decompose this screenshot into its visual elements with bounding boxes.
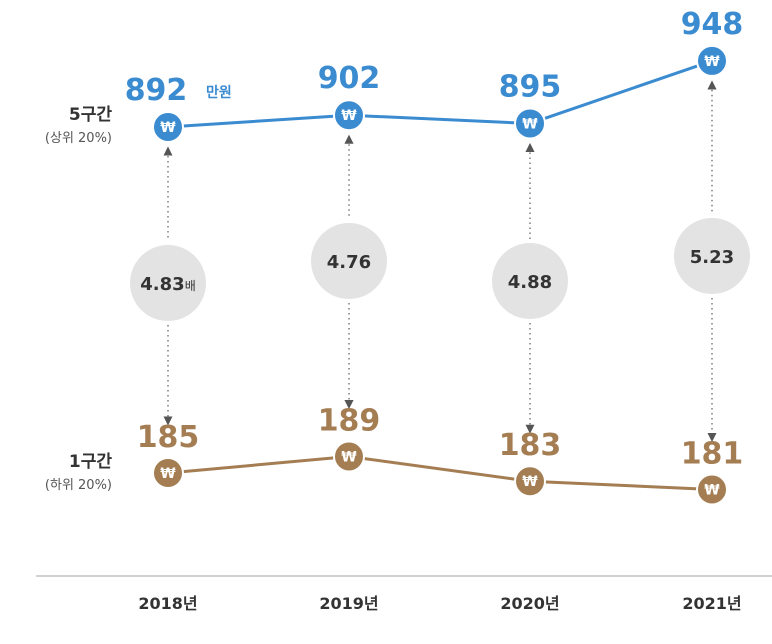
coin-marker (696, 44, 728, 77)
ratio-circle (130, 245, 206, 321)
won-icon: ₩ (160, 466, 176, 482)
won-icon: ₩ (704, 482, 720, 498)
won-icon: ₩ (341, 450, 357, 466)
ratio-circle (311, 223, 387, 299)
coin-marker (152, 457, 184, 489)
value-label-top: 892 (125, 73, 188, 108)
ratio-circle (492, 243, 568, 319)
value-label-top: 948 (681, 7, 744, 42)
data-point-bottom: ₩ (333, 440, 365, 473)
value-label-top: 895 (499, 69, 562, 104)
data-point-bottom: ₩ (696, 473, 728, 506)
ratio-circle (674, 218, 750, 294)
coin-marker (696, 473, 728, 506)
ratio-label: 4.88 (508, 272, 552, 293)
value-label-bottom: 183 (499, 428, 562, 463)
ratio-label: 4.83배 (140, 274, 195, 295)
data-point-top: ₩ (333, 99, 365, 132)
series-label-bottom: 1구간 (하위 20%) (0, 447, 112, 493)
won-icon: ₩ (160, 120, 176, 136)
coin-marker (514, 465, 546, 498)
x-tick-label: 2019년 (319, 594, 378, 613)
x-tick-label: 2020년 (500, 594, 559, 613)
won-icon: ₩ (522, 116, 538, 132)
coin-marker (152, 111, 184, 143)
won-icon: ₩ (704, 54, 720, 70)
series-label-top-name: 5구간 (68, 105, 112, 125)
data-point-bottom: ₩ (152, 457, 184, 489)
value-label-bottom: 185 (137, 420, 200, 455)
ratio-label: 5.23 (690, 247, 734, 268)
won-icon: ₩ (341, 108, 357, 124)
x-tick-label: 2018년 (138, 594, 197, 613)
coin-marker (333, 99, 365, 132)
data-point-top: ₩ (696, 44, 728, 77)
value-label-top: 902 (318, 61, 381, 96)
value-label-bottom: 189 (318, 404, 381, 439)
series-label-top-subtitle: (상위 20%) (44, 131, 112, 146)
series-line-bottom (167, 455, 713, 491)
value-unit-label: 만원 (206, 85, 232, 101)
series-label-bottom-name: 1구간 (68, 452, 112, 472)
series-label-top: 5구간 (상위 20%) (0, 100, 112, 146)
data-point-bottom: ₩ (514, 465, 546, 498)
value-label-bottom: 181 (681, 436, 744, 471)
series-label-bottom-subtitle: (하위 20%) (44, 478, 112, 493)
data-point-top: ₩ (514, 107, 546, 140)
ratio-unit: 배 (185, 279, 196, 293)
coin-marker (514, 107, 546, 140)
ratio-label: 4.76 (327, 252, 371, 273)
data-point-top: ₩ (152, 111, 184, 143)
won-icon: ₩ (522, 474, 538, 490)
series-line-top (167, 59, 713, 129)
coin-marker (333, 440, 365, 473)
x-tick-label: 2021년 (682, 594, 741, 613)
